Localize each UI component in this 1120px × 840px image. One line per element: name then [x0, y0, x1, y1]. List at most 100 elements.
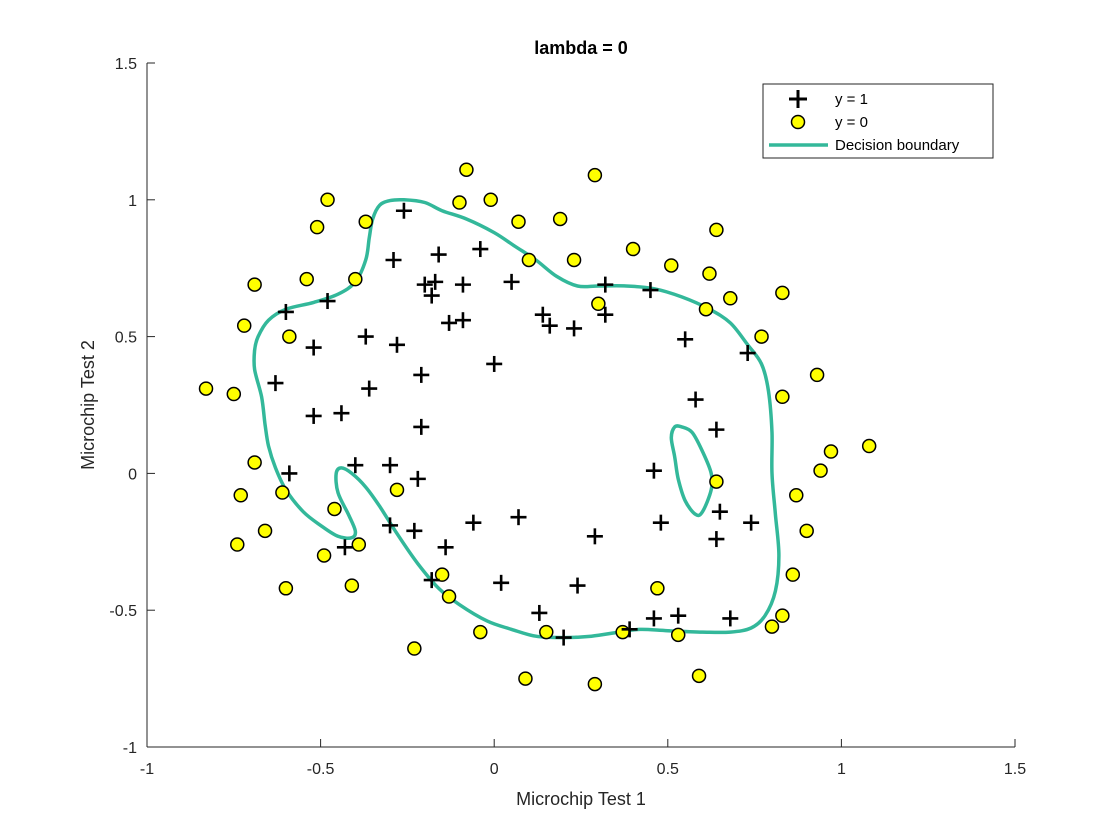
point-y0 — [198, 381, 214, 396]
point-y0 — [257, 523, 273, 539]
point-y1 — [336, 539, 353, 556]
point-y1 — [687, 391, 704, 408]
point-y0 — [670, 627, 686, 643]
point-y1 — [652, 514, 669, 531]
point-y0 — [441, 589, 457, 604]
point-y1 — [416, 276, 433, 293]
data-points-layer — [198, 162, 877, 692]
point-y0 — [473, 624, 488, 640]
x-tick-label: 1 — [837, 761, 846, 778]
x-tick-label: -0.5 — [307, 761, 335, 778]
point-y0 — [278, 581, 294, 596]
point-y0 — [226, 386, 242, 402]
point-y1 — [586, 528, 603, 545]
x-tick-label: 0.5 — [657, 761, 679, 778]
point-y1 — [645, 610, 662, 627]
point-y1 — [670, 607, 687, 624]
point-y0 — [709, 474, 724, 489]
point-y0 — [518, 671, 533, 686]
point-y0 — [452, 195, 467, 210]
point-y1 — [385, 251, 402, 268]
point-y0 — [233, 488, 248, 503]
point-y1 — [454, 276, 471, 293]
point-y0 — [664, 258, 679, 273]
legend-label-boundary: Decision boundary — [835, 137, 960, 154]
point-y0 — [521, 252, 537, 268]
point-y0 — [247, 277, 262, 292]
point-y0 — [723, 291, 738, 306]
point-y0 — [709, 222, 724, 238]
point-y1 — [677, 331, 694, 348]
point-y0 — [799, 523, 814, 539]
point-y1 — [493, 574, 510, 591]
point-y1 — [621, 621, 638, 638]
point-y0 — [459, 162, 474, 177]
point-y0 — [407, 641, 422, 656]
point-y1 — [267, 375, 284, 392]
point-y1 — [531, 604, 548, 621]
point-y1 — [413, 418, 430, 435]
point-y1 — [503, 273, 520, 290]
point-y0 — [823, 444, 839, 459]
point-y0 — [775, 389, 790, 405]
point-y0 — [775, 285, 790, 301]
point-y1 — [430, 246, 447, 263]
point-y0 — [785, 567, 801, 582]
point-y1 — [277, 303, 294, 320]
point-y0 — [389, 482, 405, 498]
point-y0 — [320, 192, 335, 208]
point-y0 — [698, 301, 714, 317]
x-tick-label: 0 — [490, 761, 499, 778]
point-y1 — [711, 503, 728, 520]
point-y1 — [743, 514, 760, 531]
point-y1 — [395, 202, 412, 219]
y-tick-label: -1 — [123, 740, 137, 757]
point-y0 — [587, 676, 603, 692]
point-y1 — [597, 276, 614, 293]
point-y1 — [708, 531, 725, 548]
point-y1 — [555, 629, 572, 646]
point-y1 — [454, 312, 471, 329]
point-y0 — [754, 329, 769, 344]
axes — [146, 63, 1015, 748]
y-tick-label: 1 — [128, 193, 137, 210]
point-y0 — [552, 211, 568, 227]
point-y0 — [813, 463, 828, 478]
point-y0 — [230, 537, 245, 552]
point-y1 — [541, 317, 558, 334]
point-y1 — [534, 306, 551, 323]
legend-circle-marker — [790, 114, 806, 130]
point-y1 — [406, 522, 423, 539]
point-y1 — [281, 465, 298, 482]
point-y0 — [299, 271, 314, 287]
point-y1 — [357, 328, 374, 345]
point-y1 — [569, 577, 586, 594]
point-y0 — [348, 271, 363, 287]
point-y1 — [486, 355, 503, 372]
ticks: -1 -0.5 0 0.5 1 1.5 -1 -0.5 0 0.5 1 1.5 — [109, 56, 1026, 778]
legend-plus-marker — [789, 90, 807, 108]
point-y1 — [510, 509, 527, 526]
y-tick-label: 0.5 — [115, 330, 137, 347]
point-y1 — [305, 407, 322, 424]
legend-label-positive: y = 1 — [835, 91, 868, 108]
point-y0 — [587, 167, 603, 183]
point-y0 — [625, 241, 641, 257]
point-y1 — [382, 517, 399, 534]
point-y1 — [333, 405, 350, 422]
point-y0 — [282, 329, 297, 344]
point-y1 — [597, 306, 614, 323]
point-y0 — [236, 318, 252, 333]
y-tick-label: 1.5 — [115, 56, 137, 73]
plot-area — [147, 63, 1015, 747]
point-y0 — [615, 624, 630, 640]
point-y1 — [708, 421, 725, 438]
y-axis-label: Microchip Test 2 — [78, 340, 98, 470]
point-y0 — [566, 252, 582, 268]
point-y1 — [305, 339, 322, 356]
decision-boundary-curve-2 — [669, 424, 714, 518]
point-y0 — [316, 548, 332, 563]
point-y1 — [427, 273, 444, 290]
